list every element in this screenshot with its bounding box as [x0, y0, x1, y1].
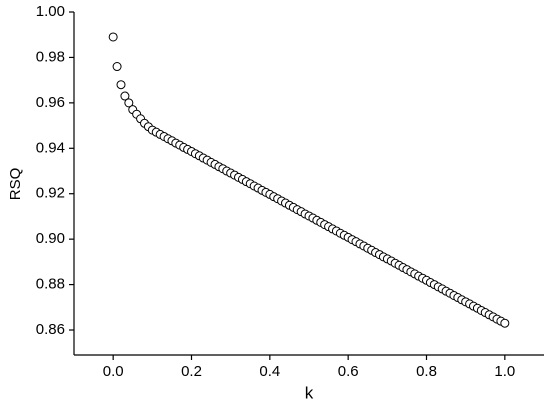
point [500, 318, 510, 328]
point [116, 80, 126, 90]
y-tick-label: 0.98 [36, 48, 65, 65]
x-tick-label: 0.0 [103, 363, 124, 380]
y-tick-label: 1.00 [36, 3, 65, 20]
y-tick-label: 0.90 [36, 230, 65, 247]
y-tick-label: 0.86 [36, 321, 65, 338]
y-tick-label: 0.94 [36, 139, 65, 156]
y-tick-label: 0.92 [36, 185, 65, 202]
x-tick-label: 0.4 [259, 363, 280, 380]
y-tick-label: 0.88 [36, 276, 65, 293]
point [120, 91, 130, 101]
y-tick-label: 0.96 [36, 94, 65, 111]
x-tick-label: 0.8 [416, 363, 437, 380]
x-tick-label: 0.6 [338, 363, 359, 380]
point [112, 62, 122, 72]
point [108, 32, 118, 42]
x-axis-title: k [305, 383, 314, 402]
y-axis-title: RSQ [7, 168, 24, 201]
x-tick-label: 0.2 [181, 363, 202, 380]
point [124, 98, 134, 108]
x-tick-label: 1.0 [494, 363, 515, 380]
